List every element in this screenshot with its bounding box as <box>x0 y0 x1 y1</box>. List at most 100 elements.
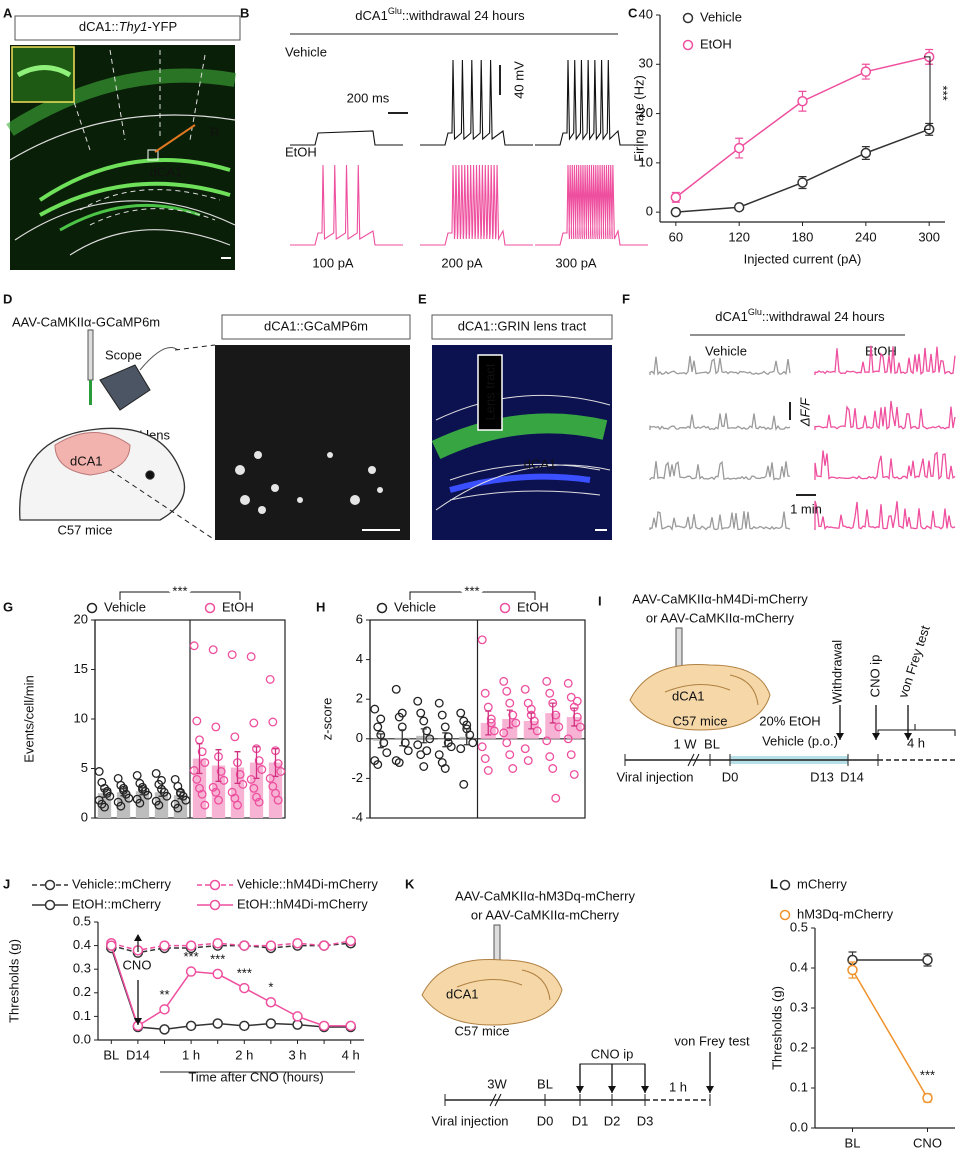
point <box>345 935 356 947</box>
label: D14 <box>840 769 864 784</box>
data-point <box>572 696 582 706</box>
legend-marker <box>204 602 216 614</box>
heading-part: dCA1 <box>355 8 388 23</box>
arrow-head <box>872 733 880 740</box>
point <box>292 937 303 949</box>
break <box>687 753 700 767</box>
panel-label: C <box>628 5 638 20</box>
outline <box>59 59 91 151</box>
data-point <box>465 730 475 740</box>
error-bar <box>196 743 203 775</box>
outline <box>435 394 611 511</box>
heading-part: Thy1 <box>119 19 148 34</box>
heading-part: -YFP <box>148 19 178 34</box>
label: 40 mV <box>511 61 526 99</box>
label: 200 ms <box>347 90 390 105</box>
legend-label: Vehicle::hM4Di-mCherry <box>237 876 378 891</box>
arrow-head <box>641 1086 649 1093</box>
label: dCA1 <box>672 688 705 703</box>
label: 1 min <box>790 501 822 516</box>
point <box>159 1004 170 1015</box>
series-line <box>111 940 351 952</box>
trace <box>290 130 403 146</box>
data-point <box>211 787 221 797</box>
point <box>670 206 682 218</box>
label: or AAV-CaMKIIα-mCherry <box>646 610 795 625</box>
cell <box>254 451 262 459</box>
point <box>159 940 170 951</box>
cell <box>258 506 266 514</box>
x-tick-label: 240 <box>855 229 877 244</box>
legend-marker <box>209 879 221 891</box>
label: D0 <box>537 1113 554 1128</box>
data-point <box>443 738 453 748</box>
point <box>922 954 933 966</box>
label: EtOH <box>865 343 897 358</box>
label: D3 <box>637 1113 654 1128</box>
legend-marker <box>86 602 98 614</box>
data-point <box>563 734 573 744</box>
outline <box>9 114 236 256</box>
data-point <box>192 774 202 784</box>
data-point <box>124 793 134 803</box>
point <box>239 940 250 951</box>
data-point <box>477 635 487 645</box>
panel-label: D <box>3 291 12 306</box>
arrow-head <box>904 733 912 740</box>
label: 1 h <box>669 1079 687 1094</box>
data-point <box>416 750 426 760</box>
legend-marker <box>682 12 694 24</box>
data-point <box>100 802 109 812</box>
y-tick-label: 0 <box>646 204 653 219</box>
y-tick-label: 15 <box>74 661 88 676</box>
label: 20% EtOH <box>759 713 820 728</box>
series-line <box>110 947 351 1031</box>
label: von Frey test <box>674 1033 750 1048</box>
y-axis-label: Thresholds (g) <box>769 986 784 1070</box>
label: ΔF/F <box>797 397 812 427</box>
label: CNO ip <box>591 1046 634 1061</box>
legend-marker <box>499 602 511 614</box>
legend-label: Vehicle <box>104 599 146 614</box>
data-point <box>257 765 267 774</box>
data-point <box>508 710 518 720</box>
legend-label: Vehicle::mCherry <box>72 876 171 891</box>
cell <box>327 452 333 458</box>
data-point <box>116 801 126 811</box>
data-point <box>208 782 218 792</box>
point <box>318 1020 330 1032</box>
point <box>797 177 808 188</box>
point <box>185 966 197 977</box>
data-point <box>480 754 490 764</box>
data-point <box>508 764 518 773</box>
series-line <box>110 945 351 1027</box>
data-point <box>413 696 423 706</box>
trace <box>535 164 648 246</box>
point <box>318 940 330 951</box>
y-tick-label: 20 <box>74 611 88 626</box>
tissue <box>16 65 72 78</box>
error-bar <box>158 787 165 797</box>
label: C57 mice <box>58 522 113 537</box>
data-point <box>545 752 555 762</box>
point <box>345 1020 356 1032</box>
label: Vehicle <box>705 343 747 358</box>
label: 100 pA <box>312 255 354 270</box>
data-point <box>400 738 410 748</box>
x-tick-label: 300 <box>918 229 940 244</box>
point <box>212 968 223 980</box>
panel-label: I <box>598 593 602 608</box>
y-tick-label: 0.3 <box>790 999 808 1014</box>
point <box>212 937 223 949</box>
legend-marker <box>682 39 694 51</box>
error-bar <box>234 751 241 784</box>
y-tick-label: 0.5 <box>790 919 808 934</box>
arrow-head <box>134 1018 142 1025</box>
data-point <box>440 764 450 773</box>
point <box>860 66 872 77</box>
label: AAV-CaMKIIα-GCaMP6m <box>12 314 160 329</box>
point <box>106 940 117 951</box>
data-point <box>566 750 576 760</box>
legend-label: EtOH <box>222 599 254 614</box>
tissue <box>449 473 591 493</box>
